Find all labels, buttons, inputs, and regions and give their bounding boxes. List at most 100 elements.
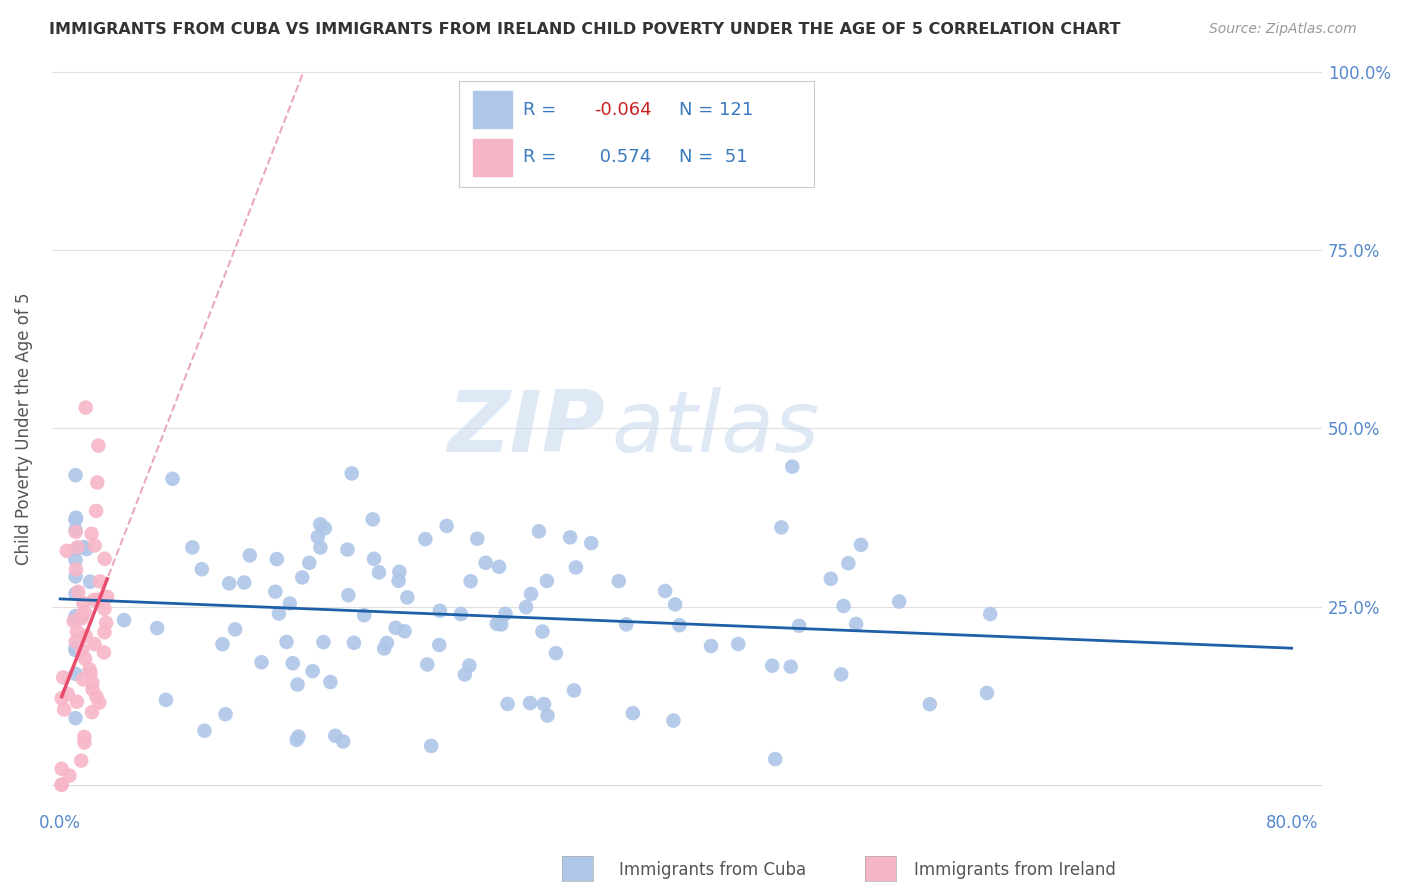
Point	[75, 401, 97, 415]
Point	[65, 569, 87, 583]
Point	[363, 551, 385, 566]
Point	[312, 635, 335, 649]
Point	[496, 697, 519, 711]
Point	[436, 519, 458, 533]
Point	[162, 472, 184, 486]
Point	[560, 530, 582, 544]
Point	[520, 587, 543, 601]
Point	[65, 562, 87, 576]
Point	[65, 513, 87, 527]
Point	[353, 608, 375, 623]
Point	[65, 553, 87, 567]
Point	[770, 520, 793, 534]
Point	[387, 574, 409, 588]
Point	[307, 530, 329, 544]
Point	[73, 540, 96, 554]
Point	[112, 613, 135, 627]
Point	[291, 570, 314, 584]
Point	[55, 544, 77, 558]
Point	[337, 588, 360, 602]
Point	[485, 616, 508, 631]
Point	[664, 598, 686, 612]
Point	[319, 675, 342, 690]
Point	[368, 566, 391, 580]
Point	[544, 646, 567, 660]
Point	[979, 607, 1001, 621]
Point	[67, 584, 90, 599]
Point	[515, 600, 537, 615]
Point	[82, 675, 104, 690]
Point	[93, 551, 115, 566]
Point	[285, 732, 308, 747]
Point	[73, 605, 96, 619]
Point	[80, 705, 103, 719]
Point	[84, 504, 107, 518]
Point	[420, 739, 443, 753]
Point	[86, 690, 108, 704]
Point	[66, 695, 89, 709]
Point	[264, 584, 287, 599]
Point	[830, 667, 852, 681]
Point	[83, 539, 105, 553]
Point	[96, 615, 118, 630]
Point	[65, 612, 87, 626]
Point	[494, 607, 516, 621]
Point	[820, 572, 842, 586]
Point	[214, 707, 236, 722]
Point	[51, 778, 73, 792]
Point	[323, 729, 346, 743]
Text: ZIP: ZIP	[447, 387, 605, 470]
Point	[562, 683, 585, 698]
Point	[58, 769, 80, 783]
Point	[301, 664, 323, 678]
Point	[72, 673, 94, 687]
Point	[70, 754, 93, 768]
Point	[384, 621, 406, 635]
Point	[465, 532, 488, 546]
Point	[73, 730, 96, 744]
Point	[298, 556, 321, 570]
Point	[191, 562, 214, 576]
Point	[309, 517, 332, 532]
Point	[93, 646, 115, 660]
Point	[155, 693, 177, 707]
Point	[65, 634, 87, 648]
Point	[82, 682, 104, 697]
Text: IMMIGRANTS FROM CUBA VS IMMIGRANTS FROM IRELAND CHILD POVERTY UNDER THE AGE OF 5: IMMIGRANTS FROM CUBA VS IMMIGRANTS FROM …	[49, 22, 1121, 37]
Point	[427, 638, 450, 652]
Point	[233, 575, 256, 590]
Point	[79, 574, 101, 589]
Point	[787, 619, 810, 633]
Point	[73, 735, 96, 749]
Point	[309, 541, 332, 555]
Point	[375, 636, 398, 650]
Point	[373, 641, 395, 656]
Point	[266, 552, 288, 566]
Point	[336, 542, 359, 557]
Point	[654, 584, 676, 599]
Point	[416, 657, 439, 672]
Point	[662, 714, 685, 728]
Point	[52, 670, 75, 684]
Point	[218, 576, 240, 591]
Point	[65, 711, 87, 725]
Point	[51, 691, 73, 706]
Text: Immigrants from Ireland: Immigrants from Ireland	[914, 861, 1116, 879]
Point	[70, 608, 93, 623]
Point	[361, 512, 384, 526]
Point	[70, 611, 93, 625]
Point	[75, 629, 97, 643]
Point	[70, 643, 93, 657]
Point	[845, 616, 868, 631]
Point	[536, 708, 558, 723]
Point	[86, 475, 108, 490]
Point	[211, 637, 233, 651]
Point	[343, 636, 366, 650]
Point	[87, 439, 110, 453]
Point	[66, 540, 89, 554]
Point	[332, 734, 354, 748]
Point	[75, 542, 97, 557]
Point	[314, 521, 336, 535]
Point	[93, 601, 115, 615]
Point	[458, 658, 481, 673]
